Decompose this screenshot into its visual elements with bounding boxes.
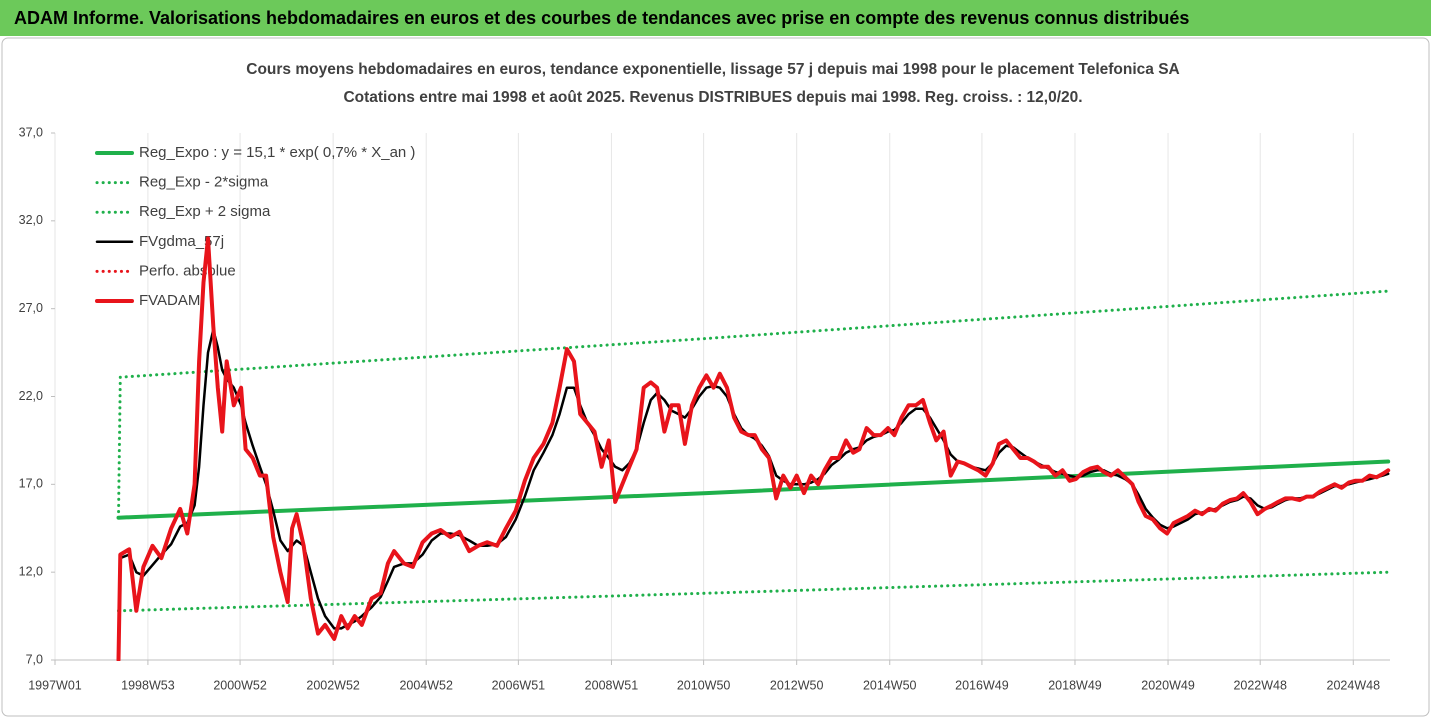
legend-label: Reg_Expo : y = 15,1 * exp( 0,7% * X_an ) bbox=[139, 144, 415, 161]
y-tick-label: 32,0 bbox=[19, 213, 43, 227]
legend-label: FVgdma_57j bbox=[139, 233, 224, 250]
x-tick-label: 2000W52 bbox=[213, 678, 267, 692]
series-line bbox=[116, 236, 1391, 661]
legend-label: FVADAM bbox=[139, 292, 200, 309]
series-line bbox=[117, 289, 1390, 520]
y-tick-label: 17,0 bbox=[19, 477, 43, 491]
y-tick-label: 27,0 bbox=[19, 301, 43, 315]
x-tick-label: 1998W53 bbox=[121, 678, 175, 692]
x-tick-label: 2022W48 bbox=[1233, 678, 1287, 692]
header-bar bbox=[0, 0, 1431, 36]
chart-frame bbox=[1, 37, 1430, 717]
x-tick-label: 2002W52 bbox=[306, 678, 360, 692]
x-tick-label: 2024W48 bbox=[1327, 678, 1381, 692]
plot-area bbox=[116, 236, 1391, 661]
series-line bbox=[117, 570, 1390, 613]
chart-title: Cours moyens hebdomadaires en euros, ten… bbox=[246, 61, 1179, 78]
legend-label: Reg_Exp - 2*sigma bbox=[139, 174, 269, 191]
x-tick-label: 2012W50 bbox=[770, 678, 824, 692]
series-line bbox=[117, 328, 1390, 661]
x-tick-label: 2020W49 bbox=[1141, 678, 1195, 692]
x-tick-label: 2018W49 bbox=[1048, 678, 1102, 692]
x-tick-label: 2016W49 bbox=[955, 678, 1009, 692]
y-tick-label: 22,0 bbox=[19, 389, 43, 403]
x-tick-label: 1997W01 bbox=[28, 678, 82, 692]
y-tick-label: 7,0 bbox=[26, 652, 43, 666]
x-tick-label: 2010W50 bbox=[677, 678, 731, 692]
legend-label: Reg_Exp + 2 sigma bbox=[139, 203, 271, 220]
x-tick-label: 2008W51 bbox=[585, 678, 639, 692]
chart-subtitle: Cotations entre mai 1998 et août 2025. R… bbox=[343, 89, 1082, 106]
y-tick-label: 37,0 bbox=[19, 125, 43, 139]
header-title: ADAM Informe. Valorisations hebdomadaire… bbox=[14, 8, 1189, 28]
y-tick-label: 12,0 bbox=[19, 564, 43, 578]
x-tick-label: 2006W51 bbox=[492, 678, 546, 692]
legend-label: Perfo. absolue bbox=[139, 262, 236, 279]
x-tick-label: 2014W50 bbox=[863, 678, 917, 692]
series-line bbox=[116, 459, 1391, 520]
x-tick-label: 2004W52 bbox=[399, 678, 453, 692]
